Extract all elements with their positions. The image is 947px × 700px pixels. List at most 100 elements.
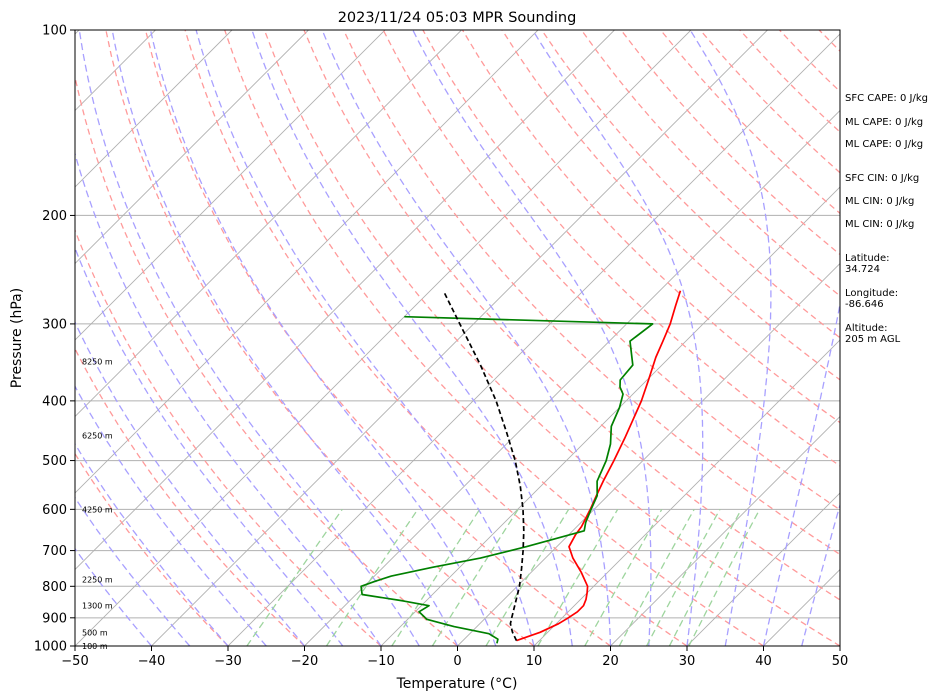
x-tick-label: −50	[61, 654, 88, 669]
ml-cin-1: ML CIN: 0 J/kg	[845, 196, 915, 207]
mixing-ratio-line	[646, 508, 721, 646]
dry-adiabat-line	[184, 30, 688, 646]
y-tick-label: 200	[42, 209, 67, 224]
x-tick-label: 40	[755, 654, 772, 669]
height-label: 1300 m	[82, 602, 113, 611]
isotherm-line	[0, 30, 3, 646]
isotherm-line	[227, 33, 840, 646]
y-axis: 1000 900 800 700 600 500 400 300 200 100	[34, 24, 75, 655]
isotherm-line	[75, 30, 233, 188]
isotherm-line	[380, 186, 840, 646]
dry-adiabat-line	[75, 228, 382, 646]
dry-adiabat-line	[263, 30, 840, 646]
y-axis-title: Pressure (hPa)	[9, 288, 25, 388]
y-tick-label: 500	[42, 454, 67, 469]
dry-adiabat-line	[343, 30, 840, 556]
mixing-ratio-line	[688, 508, 761, 646]
x-axis: −50 −40 −30 −20 −10 0 10 20 30 40 50	[61, 646, 848, 669]
y-tick-label: 100	[42, 24, 67, 39]
height-label: 6250 m	[82, 431, 113, 440]
mixing-ratio-line	[537, 508, 619, 646]
dry-adiabat-line	[75, 347, 305, 646]
dry-adiabat-line	[75, 452, 229, 646]
dry-adiabat-line	[75, 74, 458, 646]
x-tick-label: 20	[602, 654, 619, 669]
moist-adiabat-line	[75, 385, 267, 646]
mixing-ratio-line	[391, 508, 481, 646]
y-tick-label: 300	[42, 317, 67, 332]
height-label: 8250 m	[82, 357, 113, 366]
isotherm-line	[533, 339, 840, 646]
moist-adiabat-line	[75, 246, 344, 646]
y-tick-label: 1000	[34, 640, 67, 655]
mixing-ratio-line	[485, 508, 570, 646]
isotherm-line	[610, 415, 840, 646]
mixing-ratio-line	[618, 508, 695, 646]
mixing-ratio-line	[584, 508, 663, 646]
moist-adiabat-line	[75, 442, 229, 646]
dry-adiabat-line	[580, 30, 840, 297]
x-tick-label: 50	[832, 654, 849, 669]
mixing-ratio-line	[668, 508, 742, 646]
x-tick-label: −20	[291, 654, 318, 669]
dry-adiabat-line	[303, 30, 840, 601]
chart-title: 2023/11/24 05:03 MPR Sounding	[338, 10, 577, 26]
x-tick-label: 0	[453, 654, 461, 669]
ml-cin-2: ML CIN: 0 J/kg	[845, 219, 915, 230]
longitude-label: Longitude:	[845, 288, 899, 299]
isotherm-line	[75, 30, 692, 646]
y-tick-label: 600	[42, 503, 67, 518]
x-tick-label: −40	[138, 654, 165, 669]
mixing-ratio-line	[246, 508, 343, 646]
ml-cape-1: ML CAPE: 0 J/kg	[845, 117, 924, 128]
moist-adiabat-line	[689, 30, 772, 646]
moist-adiabat-line	[762, 300, 840, 646]
latitude-value: 34.724	[845, 264, 880, 275]
x-tick-label: −30	[214, 654, 241, 669]
moist-adiabat-line	[75, 320, 305, 646]
isotherm-line	[75, 30, 309, 265]
latitude-label: Latitude:	[845, 253, 890, 264]
dry-adiabat-line	[382, 30, 840, 511]
altitude-label: Altitude:	[845, 323, 888, 334]
moist-adiabat-line	[532, 30, 704, 646]
isotherm-line	[75, 30, 615, 571]
altitude-value: 205 m AGL	[845, 334, 901, 345]
moist-adiabat-line	[195, 30, 535, 646]
series-layer	[360, 290, 682, 644]
plot-area	[0, 30, 947, 646]
moist-adiabat-line	[75, 547, 152, 646]
y-tick-label: 900	[42, 611, 67, 626]
moist-adiabat-line	[412, 30, 652, 646]
dry-adiabat-line	[105, 30, 535, 646]
y-tick-label: 400	[42, 394, 67, 409]
longitude-value: -86.646	[845, 299, 884, 310]
x-axis-title: Temperature (°C)	[396, 676, 518, 692]
dry-adiabat-line	[422, 30, 840, 467]
sfc-cin: SFC CIN: 0 J/kg	[845, 173, 920, 184]
y-tick-label: 700	[42, 544, 67, 559]
temperature-line	[516, 290, 682, 642]
isotherm-line	[75, 30, 539, 494]
isotherm-line	[75, 30, 462, 418]
y-tick-label: 800	[42, 580, 67, 595]
isotherm-line	[151, 30, 768, 646]
isotherm-line	[304, 109, 840, 646]
sfc-cape: SFC CAPE: 0 J/kg	[845, 93, 928, 104]
moist-adiabat-line	[801, 502, 840, 646]
dewpoint-line	[360, 315, 654, 644]
isotherm-line	[686, 492, 840, 646]
dry-adiabat-line	[144, 30, 611, 646]
moist-adiabat-line	[149, 30, 497, 646]
x-tick-label: 30	[679, 654, 696, 669]
mixing-ratio-line	[325, 508, 419, 646]
moist-adiabat-line	[111, 30, 459, 646]
height-label: 500 m	[82, 628, 108, 637]
background-lines	[0, 30, 947, 646]
height-label: 2250 m	[82, 576, 113, 585]
parcel-path-line	[442, 290, 525, 641]
plot-frame	[74, 29, 841, 647]
dry-adiabat-line	[938, 30, 947, 646]
ml-cape-2: ML CAPE: 0 J/kg	[845, 139, 924, 150]
